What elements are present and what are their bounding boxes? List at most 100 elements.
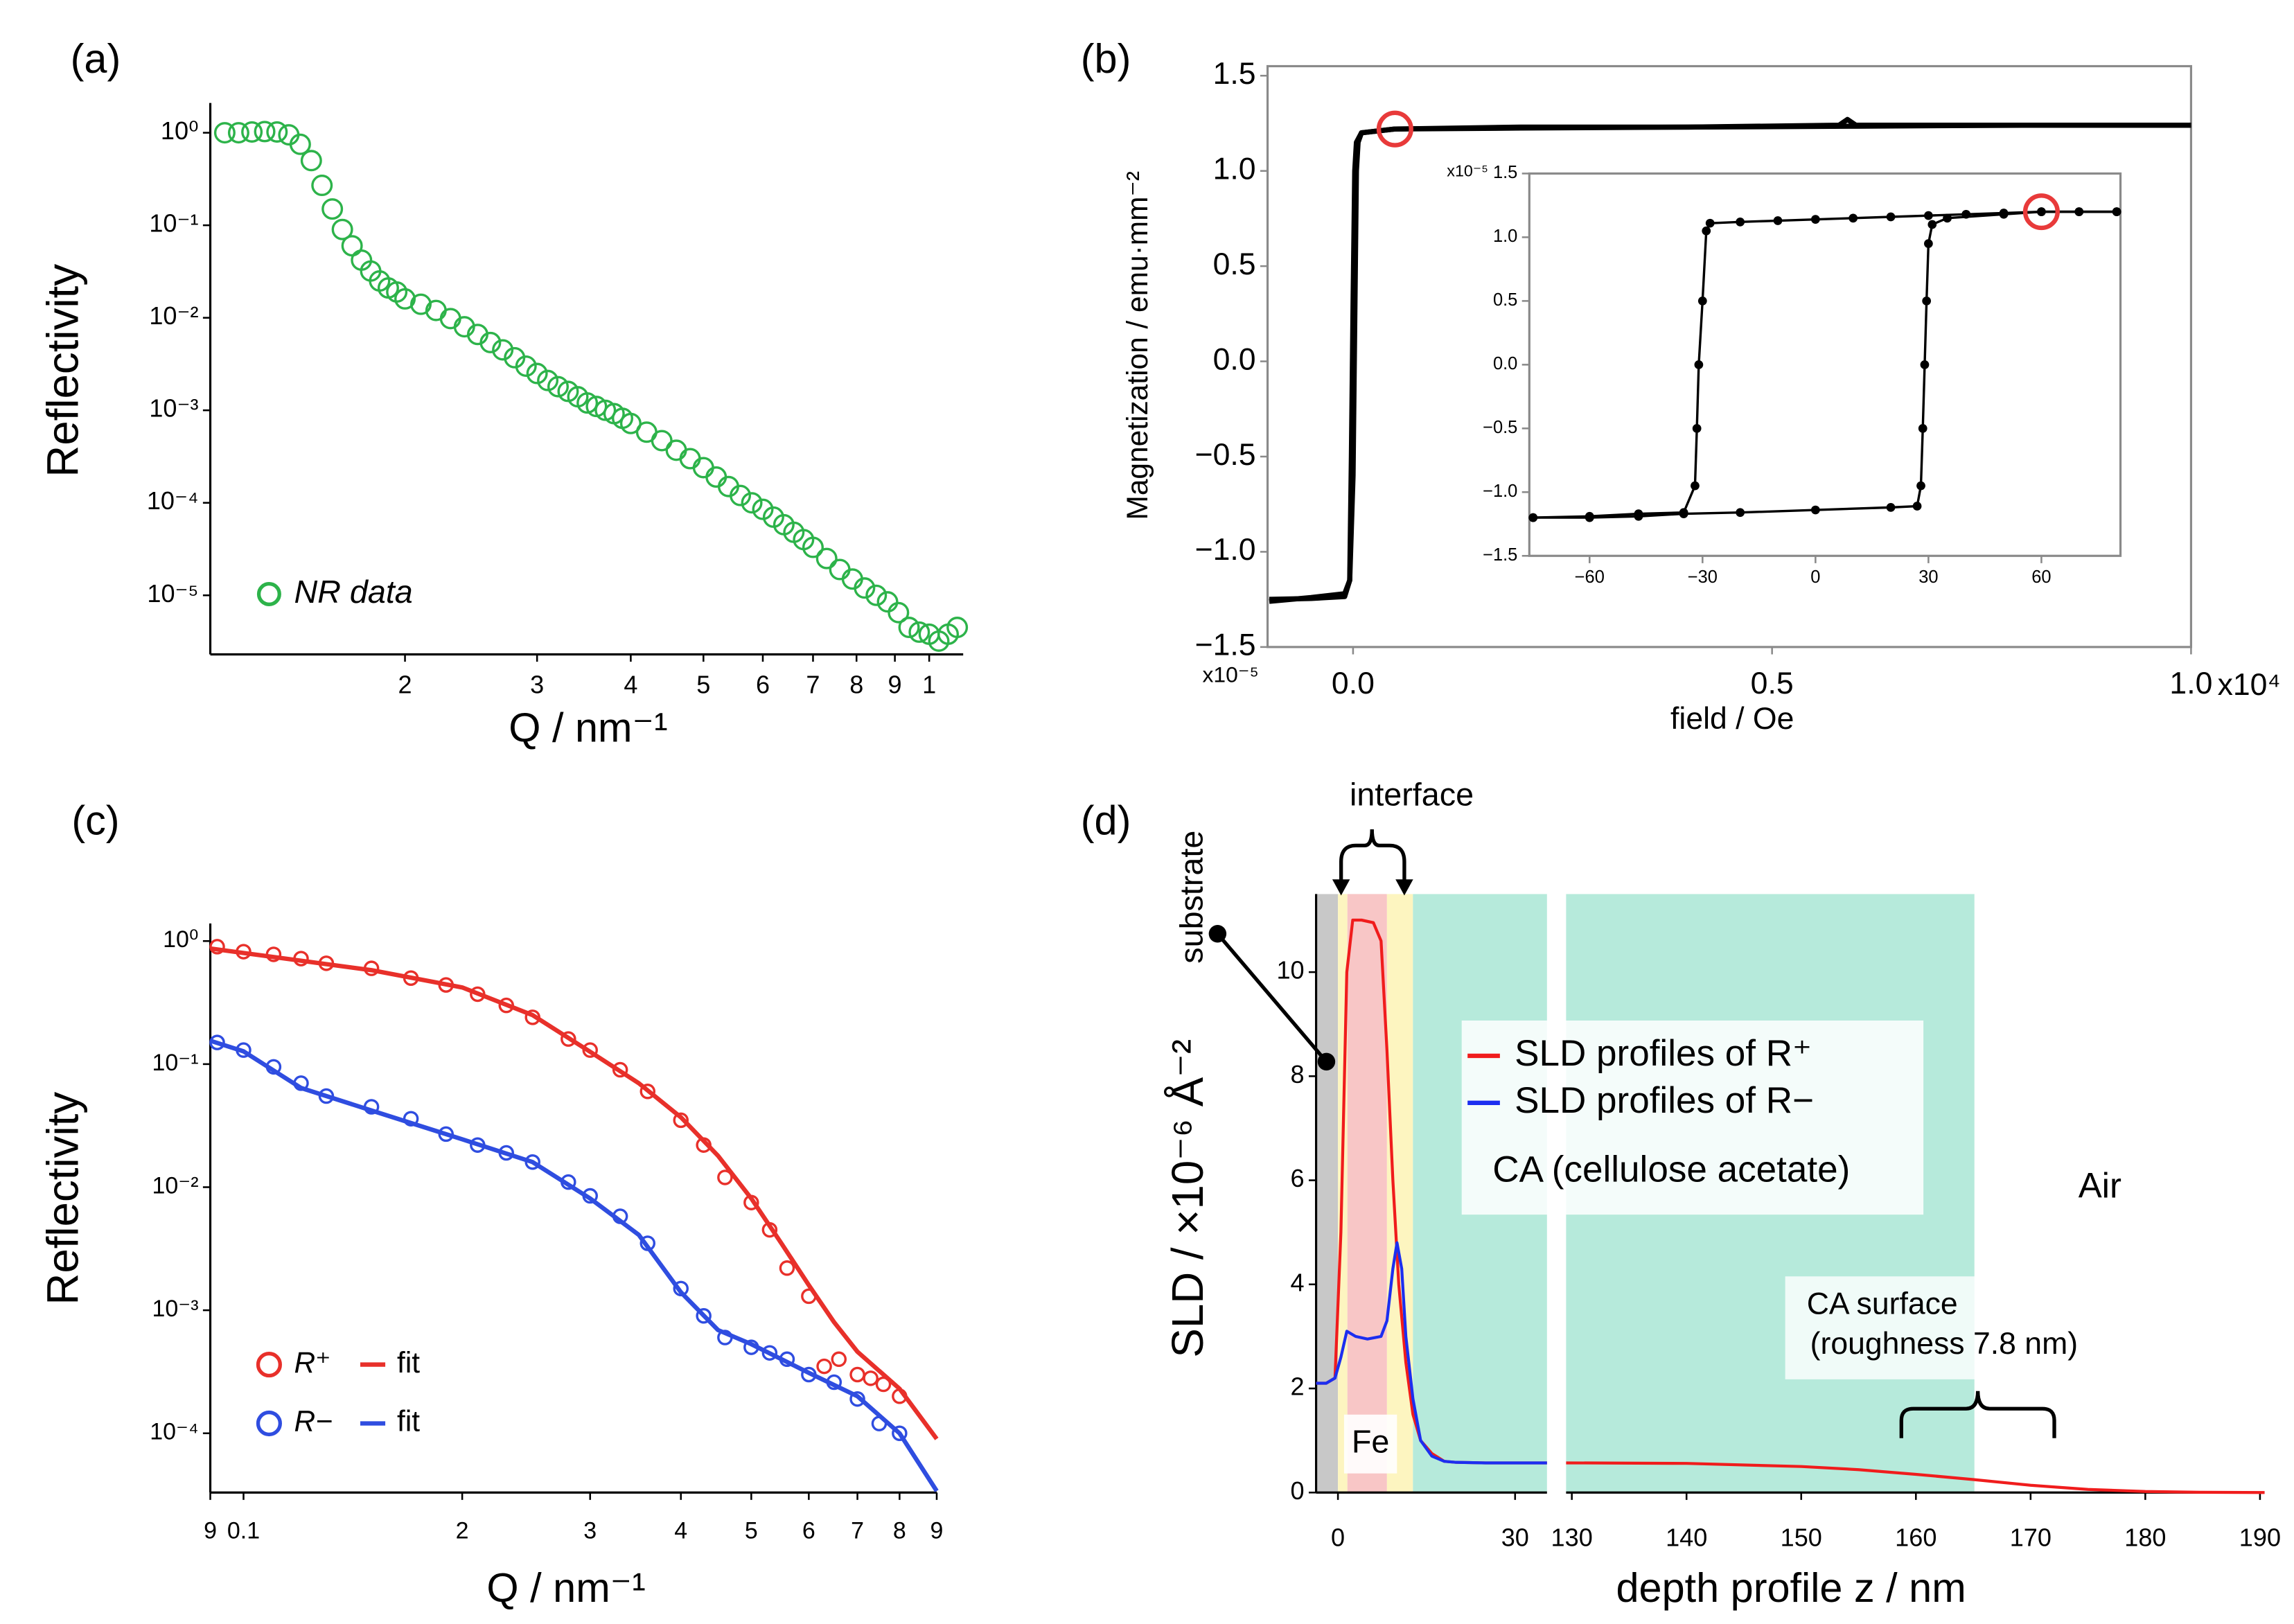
x-tick-label: 30 bbox=[1501, 1524, 1529, 1552]
data-point bbox=[2037, 207, 2046, 216]
x-tick-label: 3 bbox=[583, 1518, 597, 1544]
y-tick-label: 10⁻³ bbox=[152, 1296, 199, 1322]
data-point bbox=[1943, 213, 1952, 223]
data-point bbox=[1634, 511, 1643, 521]
data-point bbox=[1999, 209, 2009, 219]
data-point bbox=[1702, 226, 1711, 236]
legend-label: SLD profiles of R− bbox=[1515, 1080, 1814, 1121]
y-tick-label: 6 bbox=[1291, 1164, 1305, 1192]
data-point bbox=[331, 218, 353, 240]
data-point bbox=[888, 601, 910, 624]
annotation: Fe bbox=[1352, 1424, 1389, 1460]
data-point bbox=[1692, 423, 1702, 433]
data-point bbox=[612, 1061, 628, 1078]
panel-label: (c) bbox=[71, 797, 119, 843]
legend-label: SLD profiles of R⁺ bbox=[1515, 1033, 1812, 1074]
y-tick-label: 10⁻² bbox=[152, 1172, 199, 1199]
data-point bbox=[865, 584, 888, 606]
data-point bbox=[254, 121, 276, 143]
data-point bbox=[409, 293, 432, 315]
layer-region bbox=[1316, 894, 1339, 1493]
x-tick-label: 1 bbox=[922, 671, 936, 699]
data-point bbox=[241, 121, 263, 143]
data-point bbox=[651, 430, 673, 452]
x-tick-label: 1.0 bbox=[2169, 667, 2212, 700]
y-axis-label: SLD / ×10⁻⁶ Å⁻² bbox=[1163, 1039, 1212, 1358]
x-tick-label: 170 bbox=[2010, 1524, 2052, 1552]
data-point bbox=[515, 355, 537, 377]
data-point bbox=[289, 133, 311, 155]
series-line bbox=[210, 946, 939, 1440]
inset-background bbox=[1529, 173, 2121, 556]
x-tick-label: 9 bbox=[930, 1518, 944, 1544]
data-point bbox=[639, 1084, 656, 1100]
y-tick-label: 10⁻¹ bbox=[152, 1050, 199, 1076]
y-axis-label: Reflectivity bbox=[38, 264, 87, 477]
data-point bbox=[898, 617, 920, 639]
data-point bbox=[576, 392, 599, 414]
data-point bbox=[730, 484, 752, 506]
data-point bbox=[1528, 513, 1538, 522]
y-tick-label: 10⁻⁴ bbox=[150, 1419, 198, 1445]
panel-label: (b) bbox=[1081, 35, 1131, 82]
data-point bbox=[815, 547, 838, 570]
y-tick-label: 0 bbox=[1291, 1476, 1305, 1505]
data-point bbox=[802, 536, 824, 558]
data-point bbox=[321, 198, 344, 220]
y-tick-label: 10⁻¹ bbox=[149, 209, 198, 238]
y-axis-label: Reflectivity bbox=[38, 1092, 87, 1305]
series-line bbox=[1566, 1461, 2265, 1494]
fe-label-box bbox=[1343, 1414, 1397, 1474]
x-multiplier: x10⁴ bbox=[2218, 668, 2281, 702]
data-point bbox=[1922, 297, 1932, 306]
series-line bbox=[209, 1039, 939, 1492]
data-point bbox=[300, 150, 322, 172]
x-tick-label: 6 bbox=[802, 1518, 815, 1544]
ca-surface-box bbox=[1785, 1276, 2112, 1379]
highlight-ring bbox=[2022, 193, 2060, 231]
legend-marker bbox=[256, 1410, 282, 1437]
x-tick-label: 7 bbox=[851, 1518, 864, 1544]
data-point bbox=[673, 1112, 689, 1129]
x-tick-label: 0.0 bbox=[1332, 667, 1375, 700]
annotation: substrate bbox=[1174, 831, 1210, 964]
data-point bbox=[561, 1031, 576, 1047]
data-point bbox=[1705, 218, 1715, 228]
decorations bbox=[1208, 829, 2112, 1474]
legend-marker bbox=[256, 581, 281, 606]
legend-label: R⁺ bbox=[294, 1346, 330, 1379]
ca-surface-brace bbox=[1899, 1391, 2056, 1438]
legend-label: NR data bbox=[294, 574, 412, 610]
data-point bbox=[1886, 212, 1896, 222]
data-point bbox=[892, 1425, 908, 1441]
panel-label: (a) bbox=[71, 35, 121, 82]
data-point bbox=[2074, 207, 2084, 216]
legend-label: R− bbox=[294, 1405, 332, 1438]
data-point bbox=[741, 492, 763, 514]
x-tick-label: 0 bbox=[1810, 567, 1820, 587]
annotation: (roughness 7.8 nm) bbox=[1810, 1327, 2078, 1361]
legend-label: fit bbox=[397, 1405, 420, 1438]
data-point bbox=[1736, 508, 1745, 518]
y-tick-label: −0.5 bbox=[1483, 418, 1517, 437]
y-tick-label: −1.0 bbox=[1195, 533, 1256, 567]
y-tick-label: 10⁻³ bbox=[149, 394, 198, 423]
data-point bbox=[1694, 360, 1704, 369]
y-tick-label: 10⁰ bbox=[161, 116, 199, 145]
x-tick-label: 5 bbox=[745, 1518, 758, 1544]
x-axis-label: Q / nm⁻¹ bbox=[486, 1564, 645, 1611]
y-tick-label: 1.0 bbox=[1213, 152, 1256, 186]
y-tick-label: 0.5 bbox=[1213, 247, 1256, 281]
legend-note: CA (cellulose acetate) bbox=[1492, 1149, 1850, 1190]
data-point bbox=[875, 1376, 892, 1393]
legend-box bbox=[1461, 1020, 1924, 1215]
data-point bbox=[1927, 220, 1937, 229]
data-point bbox=[696, 1308, 712, 1324]
data-point bbox=[1886, 503, 1896, 512]
x-tick-label: 6 bbox=[756, 671, 770, 699]
arrow-head bbox=[1395, 879, 1413, 896]
data-point bbox=[1924, 211, 1933, 220]
y-tick-label: −1.5 bbox=[1483, 545, 1517, 565]
data-point bbox=[311, 175, 333, 197]
